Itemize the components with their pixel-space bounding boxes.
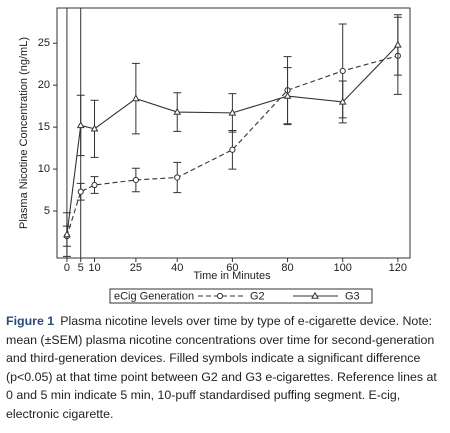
marker: [174, 174, 181, 181]
x-tick-label: 0: [64, 262, 70, 274]
y-tick-label: 20: [38, 79, 50, 91]
marker: [311, 291, 319, 299]
y-tick-label: 5: [44, 205, 50, 217]
x-tick-label: 10: [88, 262, 100, 274]
marker: [339, 67, 346, 75]
chart: Time in Minutes Plasma Nicotine Concentr…: [18, 7, 411, 304]
caption: Figure 1 Plasma nicotine levels over time…: [6, 312, 442, 423]
legend-title: eCig Generation: [114, 290, 194, 302]
y-axis-label: Plasma Nicotine Concentration (ng/mL): [18, 37, 30, 229]
marker: [76, 121, 85, 129]
marker: [216, 292, 224, 300]
marker: [394, 40, 402, 48]
y-tick-label: 25: [38, 37, 50, 49]
marker: [63, 230, 71, 238]
legend-label: G3: [345, 290, 360, 302]
x-tick-label: 25: [130, 262, 142, 274]
x-tick-label: 40: [171, 262, 183, 274]
caption-text: Plasma nicotine levels over time by type…: [6, 314, 437, 421]
caption-label: Figure 1: [6, 314, 55, 328]
marker: [132, 94, 140, 102]
marker: [228, 108, 237, 116]
marker: [229, 146, 236, 153]
x-tick-label: 100: [334, 262, 352, 274]
marker: [77, 188, 84, 195]
marker: [338, 97, 347, 105]
y-tick-label: 10: [38, 163, 50, 175]
x-axis-label: Time in Minutes: [193, 270, 271, 282]
legend-box: [109, 288, 373, 304]
marker: [132, 176, 139, 184]
plot-frame: [56, 7, 411, 259]
x-tick-label: 120: [389, 262, 407, 274]
marker: [90, 124, 99, 132]
legend-label: G2: [250, 290, 265, 302]
y-tick-label: 15: [38, 121, 50, 133]
x-tick-label: 5: [78, 262, 84, 274]
x-tick-label: 60: [226, 262, 238, 274]
marker: [283, 91, 292, 99]
x-tick-label: 80: [281, 262, 293, 274]
marker: [173, 107, 182, 115]
marker: [91, 181, 98, 189]
